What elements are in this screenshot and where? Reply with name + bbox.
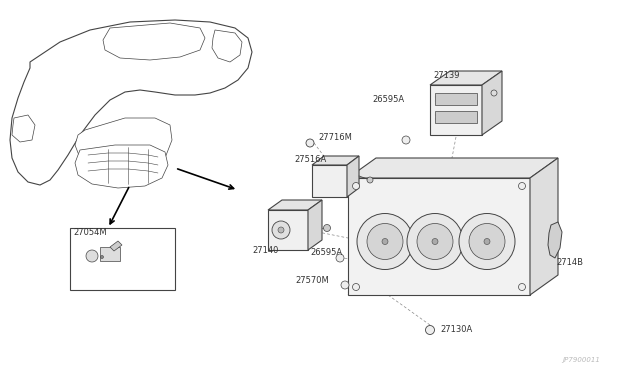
Polygon shape <box>212 30 242 62</box>
Polygon shape <box>100 247 120 261</box>
Polygon shape <box>268 210 308 250</box>
Circle shape <box>272 221 290 239</box>
Polygon shape <box>103 23 205 60</box>
Circle shape <box>459 214 515 269</box>
Text: 27516A: 27516A <box>294 155 326 164</box>
Text: JP7900011: JP7900011 <box>562 357 600 363</box>
Polygon shape <box>548 222 562 258</box>
Polygon shape <box>308 200 322 250</box>
Circle shape <box>402 136 410 144</box>
Polygon shape <box>347 156 359 197</box>
Text: 27140: 27140 <box>252 246 278 255</box>
Circle shape <box>278 227 284 233</box>
Circle shape <box>353 183 360 189</box>
Polygon shape <box>435 93 477 105</box>
Text: 27716M: 27716M <box>318 133 352 142</box>
Circle shape <box>469 224 505 260</box>
Circle shape <box>518 283 525 291</box>
Text: 27139: 27139 <box>433 71 460 80</box>
Polygon shape <box>435 111 477 123</box>
Circle shape <box>518 183 525 189</box>
Polygon shape <box>268 200 322 210</box>
Text: 27130A: 27130A <box>440 326 472 334</box>
Polygon shape <box>312 156 359 165</box>
Circle shape <box>407 214 463 269</box>
Polygon shape <box>348 178 530 295</box>
Circle shape <box>323 224 330 231</box>
Bar <box>70 228 175 290</box>
Circle shape <box>86 250 98 262</box>
Circle shape <box>382 238 388 244</box>
Circle shape <box>306 139 314 147</box>
Polygon shape <box>348 158 558 178</box>
Text: 27570M: 27570M <box>295 276 329 285</box>
Polygon shape <box>430 85 482 135</box>
Circle shape <box>417 224 453 260</box>
Circle shape <box>341 281 349 289</box>
Circle shape <box>426 326 435 334</box>
Polygon shape <box>75 118 172 172</box>
Circle shape <box>353 283 360 291</box>
Polygon shape <box>75 145 168 188</box>
Circle shape <box>367 177 373 183</box>
Polygon shape <box>530 158 558 295</box>
Circle shape <box>357 214 413 269</box>
Polygon shape <box>482 71 502 135</box>
Text: 26595A: 26595A <box>310 248 342 257</box>
Circle shape <box>484 238 490 244</box>
Circle shape <box>100 256 104 259</box>
Circle shape <box>336 254 344 262</box>
Polygon shape <box>312 165 347 197</box>
Circle shape <box>491 90 497 96</box>
Polygon shape <box>110 241 122 251</box>
Text: 26595A: 26595A <box>372 95 404 104</box>
Polygon shape <box>12 115 35 142</box>
Circle shape <box>432 238 438 244</box>
Text: 2714B: 2714B <box>556 258 583 267</box>
Polygon shape <box>10 20 252 185</box>
Text: 27054M: 27054M <box>73 228 107 237</box>
Circle shape <box>367 224 403 260</box>
Polygon shape <box>430 71 502 85</box>
